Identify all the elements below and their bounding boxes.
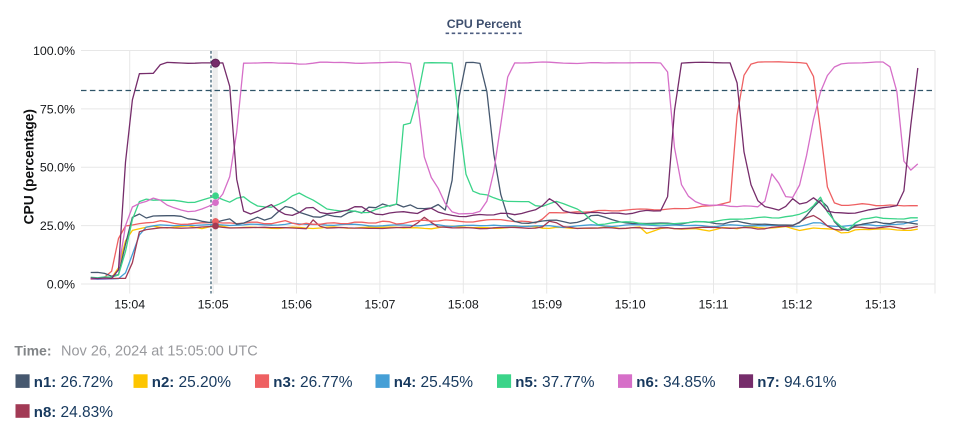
svg-text:15:07: 15:07 bbox=[364, 298, 395, 312]
svg-text:94.61%: 94.61% bbox=[784, 374, 837, 391]
svg-text:n4:: n4: bbox=[394, 374, 417, 391]
svg-text:15:13: 15:13 bbox=[865, 298, 896, 312]
svg-text:n8:: n8: bbox=[34, 404, 57, 421]
svg-text:15:06: 15:06 bbox=[281, 298, 312, 312]
svg-text:37.77%: 37.77% bbox=[542, 374, 595, 391]
svg-text:26.77%: 26.77% bbox=[300, 374, 353, 391]
svg-text:Time:: Time: bbox=[14, 342, 51, 358]
svg-text:24.83%: 24.83% bbox=[61, 404, 114, 421]
svg-text:25.45%: 25.45% bbox=[421, 374, 474, 391]
svg-text:34.85%: 34.85% bbox=[663, 374, 716, 391]
svg-text:15:11: 15:11 bbox=[698, 298, 728, 312]
svg-text:n6:: n6: bbox=[636, 374, 659, 391]
svg-text:n3:: n3: bbox=[273, 374, 296, 391]
svg-text:26.72%: 26.72% bbox=[61, 374, 114, 391]
svg-text:15:05: 15:05 bbox=[198, 298, 229, 312]
svg-text:15:10: 15:10 bbox=[615, 298, 646, 312]
svg-text:CPU (percentage): CPU (percentage) bbox=[21, 109, 36, 224]
svg-text:75.0%: 75.0% bbox=[40, 102, 75, 116]
svg-text:n5:: n5: bbox=[515, 374, 538, 391]
svg-text:Nov 26, 2024 at 15:05:00 UTC: Nov 26, 2024 at 15:05:00 UTC bbox=[61, 343, 258, 359]
svg-text:CPU Percent: CPU Percent bbox=[447, 17, 522, 31]
svg-text:15:08: 15:08 bbox=[448, 298, 479, 312]
svg-text:n1:: n1: bbox=[34, 374, 57, 391]
svg-text:15:12: 15:12 bbox=[781, 298, 812, 312]
svg-text:50.0%: 50.0% bbox=[40, 161, 75, 175]
svg-text:100.0%: 100.0% bbox=[33, 44, 75, 58]
svg-text:25.20%: 25.20% bbox=[179, 374, 232, 391]
svg-text:n7:: n7: bbox=[757, 374, 780, 391]
svg-text:15:09: 15:09 bbox=[531, 298, 562, 312]
svg-text:15:04: 15:04 bbox=[114, 298, 145, 312]
svg-text:n2:: n2: bbox=[152, 374, 175, 391]
svg-text:0.0%: 0.0% bbox=[47, 277, 75, 291]
svg-text:25.0%: 25.0% bbox=[40, 219, 75, 233]
